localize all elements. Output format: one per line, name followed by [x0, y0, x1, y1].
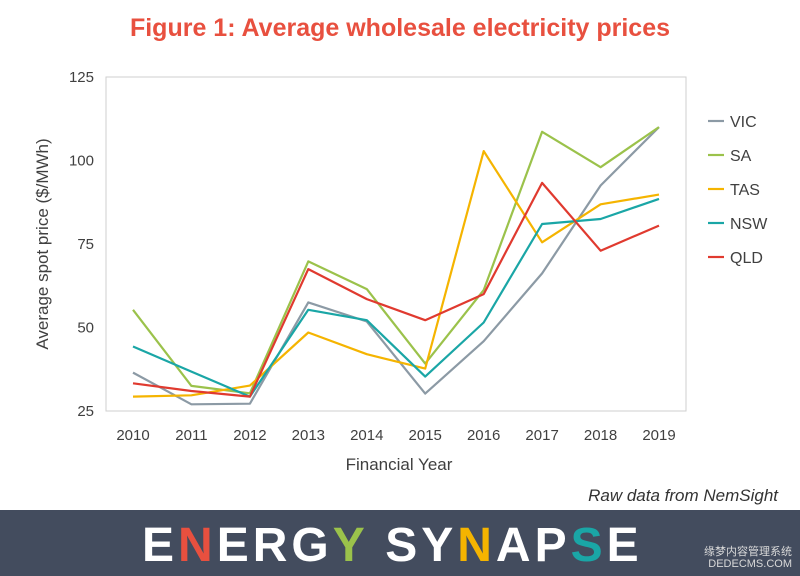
- series-lines: [132, 126, 660, 406]
- legend-label-sa: SA: [730, 148, 752, 165]
- watermark-line2: DEDECMS.COM: [708, 558, 792, 570]
- x-tick-label: 2017: [525, 427, 558, 444]
- y-tick-label: 50: [77, 320, 94, 337]
- x-tick-label: 2014: [350, 427, 383, 444]
- x-axis-label: Financial Year: [346, 455, 453, 474]
- y-axis-label: Average spot price ($/MWh): [33, 138, 52, 349]
- x-tick-label: 2010: [116, 427, 149, 444]
- brand-logo: ENERGY SYNAPSE: [142, 519, 643, 572]
- y-tick-label: 25: [77, 403, 94, 420]
- y-tick-label: 125: [69, 69, 94, 86]
- series-line-tas: [132, 150, 660, 398]
- series-line-vic: [132, 126, 660, 406]
- x-tick-label: 2019: [642, 427, 675, 444]
- watermark-line1: 缘梦内容管理系统: [704, 546, 792, 558]
- x-tick-label: 2011: [175, 427, 207, 444]
- x-tick-label: 2012: [233, 427, 266, 444]
- series-line-nsw: [132, 197, 660, 398]
- legend-label-qld: QLD: [730, 250, 763, 267]
- legend-label-tas: TAS: [730, 182, 760, 199]
- y-tick-labels: 25 50 75 100 125: [69, 69, 94, 420]
- x-tick-label: 2015: [409, 427, 442, 444]
- legend-label-vic: VIC: [730, 114, 757, 131]
- x-tick-labels: 2010 2011 2012 2013 2014 2015 2016 2017 2018 2019: [116, 427, 675, 444]
- legend: VIC SA TAS NSW QLD: [708, 114, 768, 267]
- plot-frame: [105, 76, 687, 412]
- series-line-qld: [132, 181, 660, 398]
- x-tick-label: 2013: [292, 427, 325, 444]
- series-line-sa: [132, 126, 660, 395]
- source-note: Raw data from NemSight: [588, 486, 778, 505]
- y-tick-label: 100: [69, 153, 94, 170]
- x-tick-label: 2016: [467, 427, 500, 444]
- watermark: 缘梦内容管理系统 DEDECMS.COM: [704, 546, 792, 570]
- legend-label-nsw: NSW: [730, 216, 768, 233]
- footer-banner: ENERGY SYNAPSE 缘梦内容管理系统 DEDECMS.COM: [0, 510, 800, 576]
- y-tick-label: 75: [77, 236, 94, 253]
- x-tick-label: 2018: [584, 427, 617, 444]
- chart-title: Figure 1: Average wholesale electricity …: [129, 14, 671, 42]
